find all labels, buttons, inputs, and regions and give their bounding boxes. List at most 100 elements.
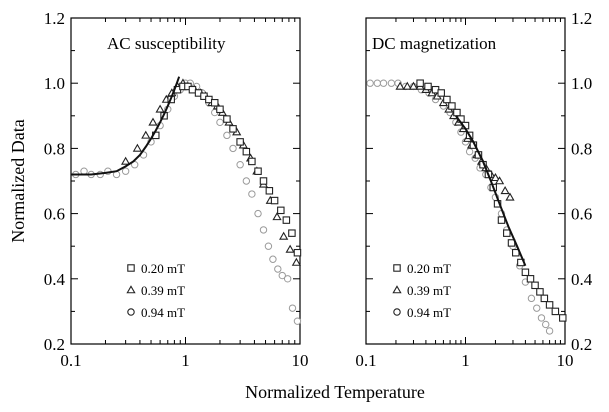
x-axis-title: Normalized Temperature — [245, 382, 425, 402]
data-point-circle — [248, 190, 256, 198]
data-point-square — [288, 229, 296, 237]
data-point-triangle — [505, 192, 515, 201]
data-point-circle — [242, 177, 251, 185]
data-point-triangle — [132, 143, 143, 152]
data-point-triangle — [395, 81, 405, 90]
panel-title: DC magnetization — [372, 34, 497, 53]
data-point-square — [259, 177, 268, 185]
data-point-square — [248, 157, 256, 166]
y-tick-label: 0.8 — [571, 139, 592, 158]
data-point-circle — [373, 79, 382, 87]
y-tick-label: 0.4 — [44, 270, 66, 289]
data-point-triangle — [148, 117, 158, 126]
data-point-triangle — [121, 156, 131, 165]
data-point-circle — [542, 320, 550, 329]
panel-title: AC susceptibility — [107, 34, 226, 53]
data-point-square — [210, 99, 219, 107]
data-point-square — [293, 248, 302, 257]
data-point-triangle — [291, 257, 302, 266]
data-point-circle — [278, 271, 286, 280]
legend-marker-square — [127, 264, 135, 272]
data-point-triangle — [408, 81, 419, 90]
data-point-circle — [283, 275, 292, 283]
data-point-square — [437, 89, 445, 97]
data-point-square — [443, 95, 451, 104]
data-point-square — [521, 268, 530, 277]
data-point-triangle — [402, 81, 412, 90]
data-point-circle — [274, 265, 282, 273]
fit-curve — [71, 76, 181, 176]
data-point-square — [531, 281, 539, 290]
data-point-circle — [229, 144, 237, 153]
y-axis-title: Normalized Data — [8, 119, 28, 242]
data-point-square — [424, 82, 432, 91]
legend-marker-circle — [393, 308, 401, 316]
panel-dc-magnetization: 0.1 1 100.2 0.4 0.6 0.8 1.0 1.2 DC magnetization… — [355, 9, 592, 370]
data-point-square — [448, 102, 456, 110]
data-point-square — [242, 147, 251, 156]
x-tick-label: 1 — [181, 351, 190, 370]
data-point-square — [223, 115, 231, 123]
data-point-triangle — [500, 185, 510, 195]
x-tick-label: 1 — [461, 351, 470, 370]
legend-entry: 0.94 mT — [141, 305, 185, 320]
data-point-circle — [533, 304, 541, 312]
data-point-square — [265, 187, 274, 195]
data-point-square — [559, 314, 567, 322]
data-point-square — [236, 138, 244, 146]
data-point-square — [216, 105, 224, 114]
legend-marker-square — [393, 264, 401, 272]
data-point-square — [270, 196, 279, 205]
legend-marker-circle — [127, 308, 135, 316]
data-point-triangle — [285, 244, 295, 253]
y-tick-label: 1.2 — [44, 9, 65, 28]
legend-marker-triangle — [126, 285, 136, 294]
y-tick-label: 0.6 — [571, 205, 592, 224]
plot-frame — [365, 17, 566, 345]
data-point-circle — [288, 304, 297, 312]
data-point-square — [229, 125, 237, 133]
data-point-triangle — [494, 176, 505, 185]
y-tick-label: 0.6 — [44, 205, 65, 224]
legend-entry: 0.20 mT — [141, 261, 185, 276]
data-point-circle — [216, 118, 224, 127]
legend-entry: 0.20 mT — [407, 261, 451, 276]
data-point-triangle — [272, 212, 282, 221]
data-point-square — [497, 216, 506, 224]
data-point-square — [277, 206, 285, 215]
fit-curve — [455, 115, 527, 267]
data-point-circle — [379, 79, 388, 87]
data-point-circle — [254, 209, 262, 218]
data-point-triangle — [141, 130, 151, 139]
data-point-circle — [264, 242, 273, 250]
data-point-square — [526, 275, 535, 283]
data-point-circle — [366, 79, 374, 87]
data-point-triangle — [279, 231, 289, 240]
x-tick-label: 0.1 — [60, 351, 81, 370]
data-point-square — [545, 301, 554, 309]
data-point-circle — [269, 255, 277, 263]
x-tick-label: 10 — [292, 351, 309, 370]
y-tick-label: 1.2 — [571, 9, 592, 28]
data-point-circle — [130, 161, 139, 169]
data-point-square — [503, 229, 511, 237]
data-point-square — [188, 85, 197, 94]
panel-ac-susceptibility: 0.1 1 10 0.2 0.4 0.6 0.8 1.0 1.2 AC susceptibilit… — [44, 9, 309, 370]
y-tick-label: 0.2 — [44, 335, 65, 354]
data-point-triangle — [155, 104, 165, 113]
y-tick-label: 1.0 — [571, 74, 592, 93]
data-point-circle — [387, 79, 396, 87]
data-point-square — [540, 294, 549, 303]
legend-entry: 0.39 mT — [141, 283, 185, 298]
x-tick-label: 0.1 — [355, 351, 376, 370]
data-point-circle — [465, 147, 474, 156]
legend-marker-triangle — [392, 285, 402, 294]
data-point-circle — [527, 294, 536, 303]
legend-entry: 0.39 mT — [407, 283, 451, 298]
data-point-circle — [545, 327, 554, 335]
data-point-triangle — [490, 172, 501, 182]
y-tick-label: 0.4 — [571, 270, 593, 289]
data-point-circle — [293, 317, 302, 325]
data-point-square — [536, 288, 544, 296]
data-point-square — [453, 108, 461, 117]
